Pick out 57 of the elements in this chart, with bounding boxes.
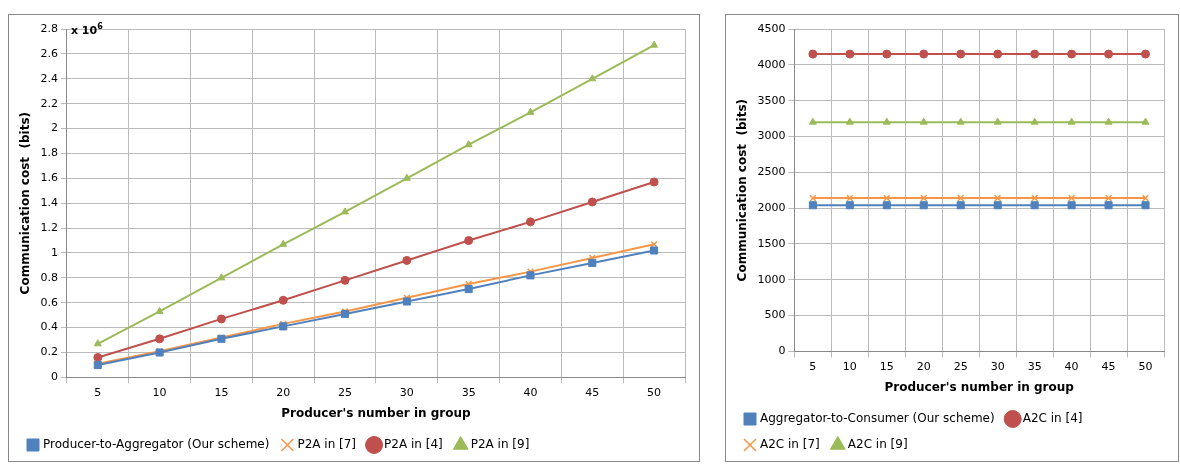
x-tick-label: 45 — [585, 385, 600, 399]
y-tick-label: 1000 — [757, 272, 786, 286]
y-tick-label: 0.8 — [40, 270, 58, 284]
y-tick-label: 2 — [50, 121, 58, 135]
y-tick-label: 2500 — [757, 165, 786, 179]
x-tick-label: 40 — [1064, 359, 1079, 373]
x-axis-title: Producer's number in group — [281, 405, 472, 420]
y-tick-label: 3500 — [757, 93, 786, 107]
x-axis-title: Producer's number in group — [884, 379, 1075, 394]
y-tick-label: 2.6 — [40, 46, 58, 60]
x-tick-label: 40 — [523, 385, 538, 399]
x-tick-label: 25 — [953, 359, 968, 373]
x-tick-label: 25 — [338, 385, 353, 399]
legend-label: Aggregator-to-Consumer (Our scheme) — [760, 411, 995, 426]
y-tick-label: 2000 — [757, 200, 786, 214]
y-tick-label: 1.4 — [40, 196, 58, 210]
x-tick-label: 50 — [1138, 359, 1153, 373]
y-axis-title: Communication cost (bits) — [735, 98, 750, 282]
y-tick-label: 0.6 — [40, 295, 58, 309]
x-tick-label: 10 — [842, 359, 857, 373]
x-tick-label: 15 — [214, 385, 229, 399]
legend-label: P2A in [9] — [470, 437, 530, 452]
y-axis-title: Communication cost (bits) — [18, 111, 33, 295]
y-tick-label: 4000 — [757, 57, 786, 71]
x-tick-label: 20 — [276, 385, 291, 399]
legend-label: P2A in [4] — [384, 437, 443, 452]
y-tick-label: 2.4 — [40, 71, 58, 85]
x-tick-label: 50 — [647, 385, 662, 399]
x-tick-label: 10 — [152, 385, 167, 399]
y-tick-label: 2.2 — [40, 96, 58, 110]
legend-label: Producer-to-Aggregator (Our scheme) — [43, 437, 270, 452]
x-tick-label: 45 — [1101, 359, 1116, 373]
x-tick-label: 30 — [990, 359, 1005, 373]
x-tick-label: 35 — [461, 385, 476, 399]
legend-label: A2C in [4] — [1022, 411, 1083, 426]
x-tick-label: 35 — [1027, 359, 1042, 373]
y-tick-label: 3000 — [757, 129, 786, 143]
x-tick-label: 30 — [399, 385, 414, 399]
legend-label: P2A in [7] — [297, 437, 357, 452]
y-tick-label: 0.2 — [40, 345, 58, 359]
y-tick-label: 1.8 — [40, 146, 58, 160]
x-tick-label: 20 — [916, 359, 931, 373]
y-tick-label: 1.2 — [40, 220, 58, 234]
legend-label: A2C in [7] — [760, 437, 820, 452]
x-tick-label: 15 — [879, 359, 894, 373]
legend-label: A2C in [9] — [847, 437, 908, 452]
y-tick-label: 1.6 — [40, 171, 58, 185]
y-tick-label: 0 — [778, 344, 786, 358]
x-tick-label: 5 — [809, 359, 817, 373]
y-tick-label: 4500 — [757, 21, 786, 35]
y-tick-label: 1500 — [757, 236, 786, 250]
y-tick-label: 1 — [50, 245, 58, 259]
y-tick-label: 2.8 — [40, 21, 58, 35]
x-tick-label: 5 — [94, 385, 102, 399]
y-tick-label: 0.4 — [40, 320, 58, 334]
y-tick-label: 0 — [50, 370, 58, 384]
y-tick-label: 500 — [764, 308, 786, 322]
